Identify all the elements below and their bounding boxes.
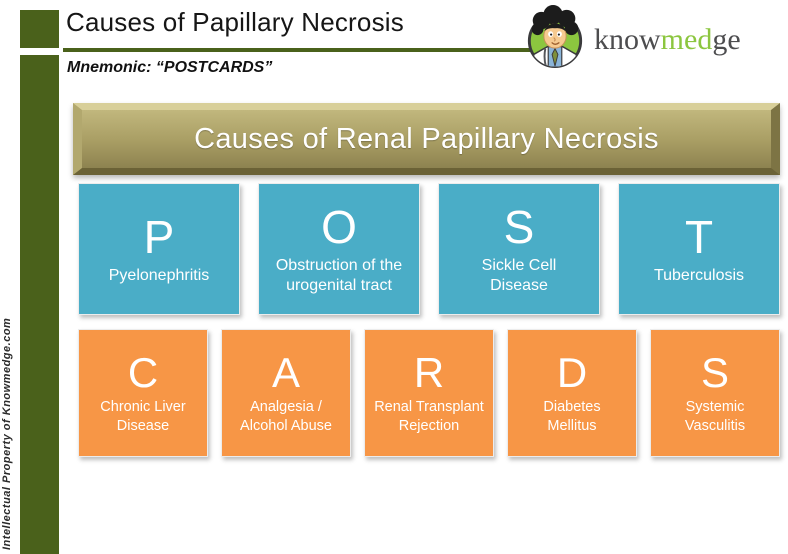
mnemonic-letter: S — [503, 200, 535, 253]
mnemonic-letter: A — [271, 349, 300, 397]
mnemonic-box-r: R Renal Transplant Rejection — [364, 329, 494, 457]
logo-ge: ge — [712, 23, 741, 56]
mnemonic-box-t: T Tuberculosis — [618, 183, 780, 315]
mnemonic-box-d: D Diabetes Mellitus — [507, 329, 637, 457]
mnemonic-label: Sickle Cell Disease — [481, 256, 557, 295]
left-accent-bar — [20, 55, 59, 554]
logo-wordmark: knowmedge — [594, 23, 741, 57]
mnemonic-label: Analgesia / Alcohol Abuse — [240, 399, 332, 435]
mnemonic-row-post: P Pyelonephritis O Obstruction of the ur… — [78, 183, 780, 315]
knowmedge-logo: knowmedge — [524, 4, 741, 70]
banner-title: Causes of Renal Papillary Necrosis — [194, 122, 659, 155]
mnemonic-label: Chronic Liver Disease — [100, 399, 186, 435]
mnemonic-label: Tuberculosis — [653, 267, 745, 285]
mnemonic-row-cards: C Chronic Liver Disease A Analgesia / Al… — [78, 329, 780, 457]
mnemonic-letter: C — [127, 349, 159, 397]
mnemonic-letter: T — [684, 211, 714, 264]
mnemonic-letter: P — [143, 211, 175, 264]
logo-know: know — [594, 23, 661, 56]
mnemonic-box-a: A Analgesia / Alcohol Abuse — [221, 329, 351, 457]
mnemonic-label: Pyelonephritis — [108, 267, 210, 285]
mnemonic-box-p: P Pyelonephritis — [78, 183, 240, 315]
mnemonic-box-s1: S Sickle Cell Disease — [438, 183, 600, 315]
title-bullet-square — [20, 10, 59, 48]
mnemonic-letter: S — [700, 349, 729, 397]
mnemonic-letter: O — [321, 200, 357, 253]
mnemonic-letter: D — [556, 349, 588, 397]
mnemonic-letter: R — [413, 349, 445, 397]
mnemonic-subtitle: Mnemonic: “POSTCARDS” — [67, 59, 273, 76]
doctor-mascot-icon — [527, 5, 583, 68]
title-divider — [63, 48, 533, 52]
mnemonic-box-c: C Chronic Liver Disease — [78, 329, 208, 457]
mnemonic-label: Obstruction of the urogenital tract — [275, 256, 403, 295]
mnemonic-label: Renal Transplant Rejection — [374, 399, 484, 435]
mnemonic-label: Diabetes Mellitus — [543, 399, 601, 435]
section-banner: Causes of Renal Papillary Necrosis — [73, 103, 780, 175]
mnemonic-label: Systemic Vasculitis — [684, 399, 746, 435]
page-title: Causes of Papillary Necrosis — [66, 7, 404, 37]
logo-med: med — [660, 23, 713, 56]
mnemonic-box-o: O Obstruction of the urogenital tract — [258, 183, 420, 315]
watermark-text: Intellectual Property of Knowmedge.com — [1, 317, 13, 550]
mnemonic-box-s2: S Systemic Vasculitis — [650, 329, 780, 457]
